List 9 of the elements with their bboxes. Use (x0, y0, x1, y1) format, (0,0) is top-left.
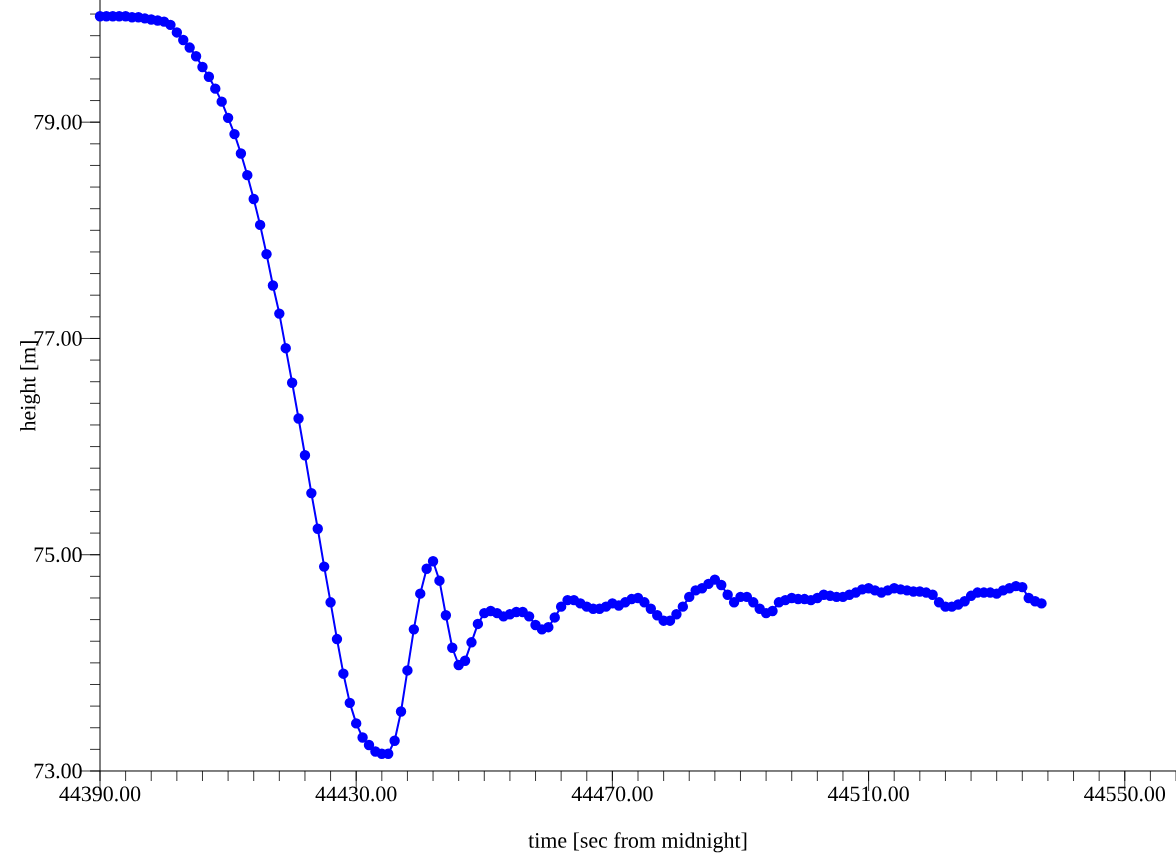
x-axis-title: time [sec from midnight] (528, 832, 747, 853)
y-tick-label: 73.00 (34, 763, 82, 779)
y-tick-label: 75.00 (34, 547, 82, 563)
x-tick-label: 44390.00 (59, 786, 141, 802)
x-tick-label: 44470.00 (571, 786, 653, 802)
x-tick-label: 44510.00 (827, 786, 909, 802)
x-tick-label: 44550.00 (1084, 786, 1166, 802)
x-tick-label: 44430.00 (315, 786, 397, 802)
y-tick-label: 79.00 (34, 114, 82, 130)
